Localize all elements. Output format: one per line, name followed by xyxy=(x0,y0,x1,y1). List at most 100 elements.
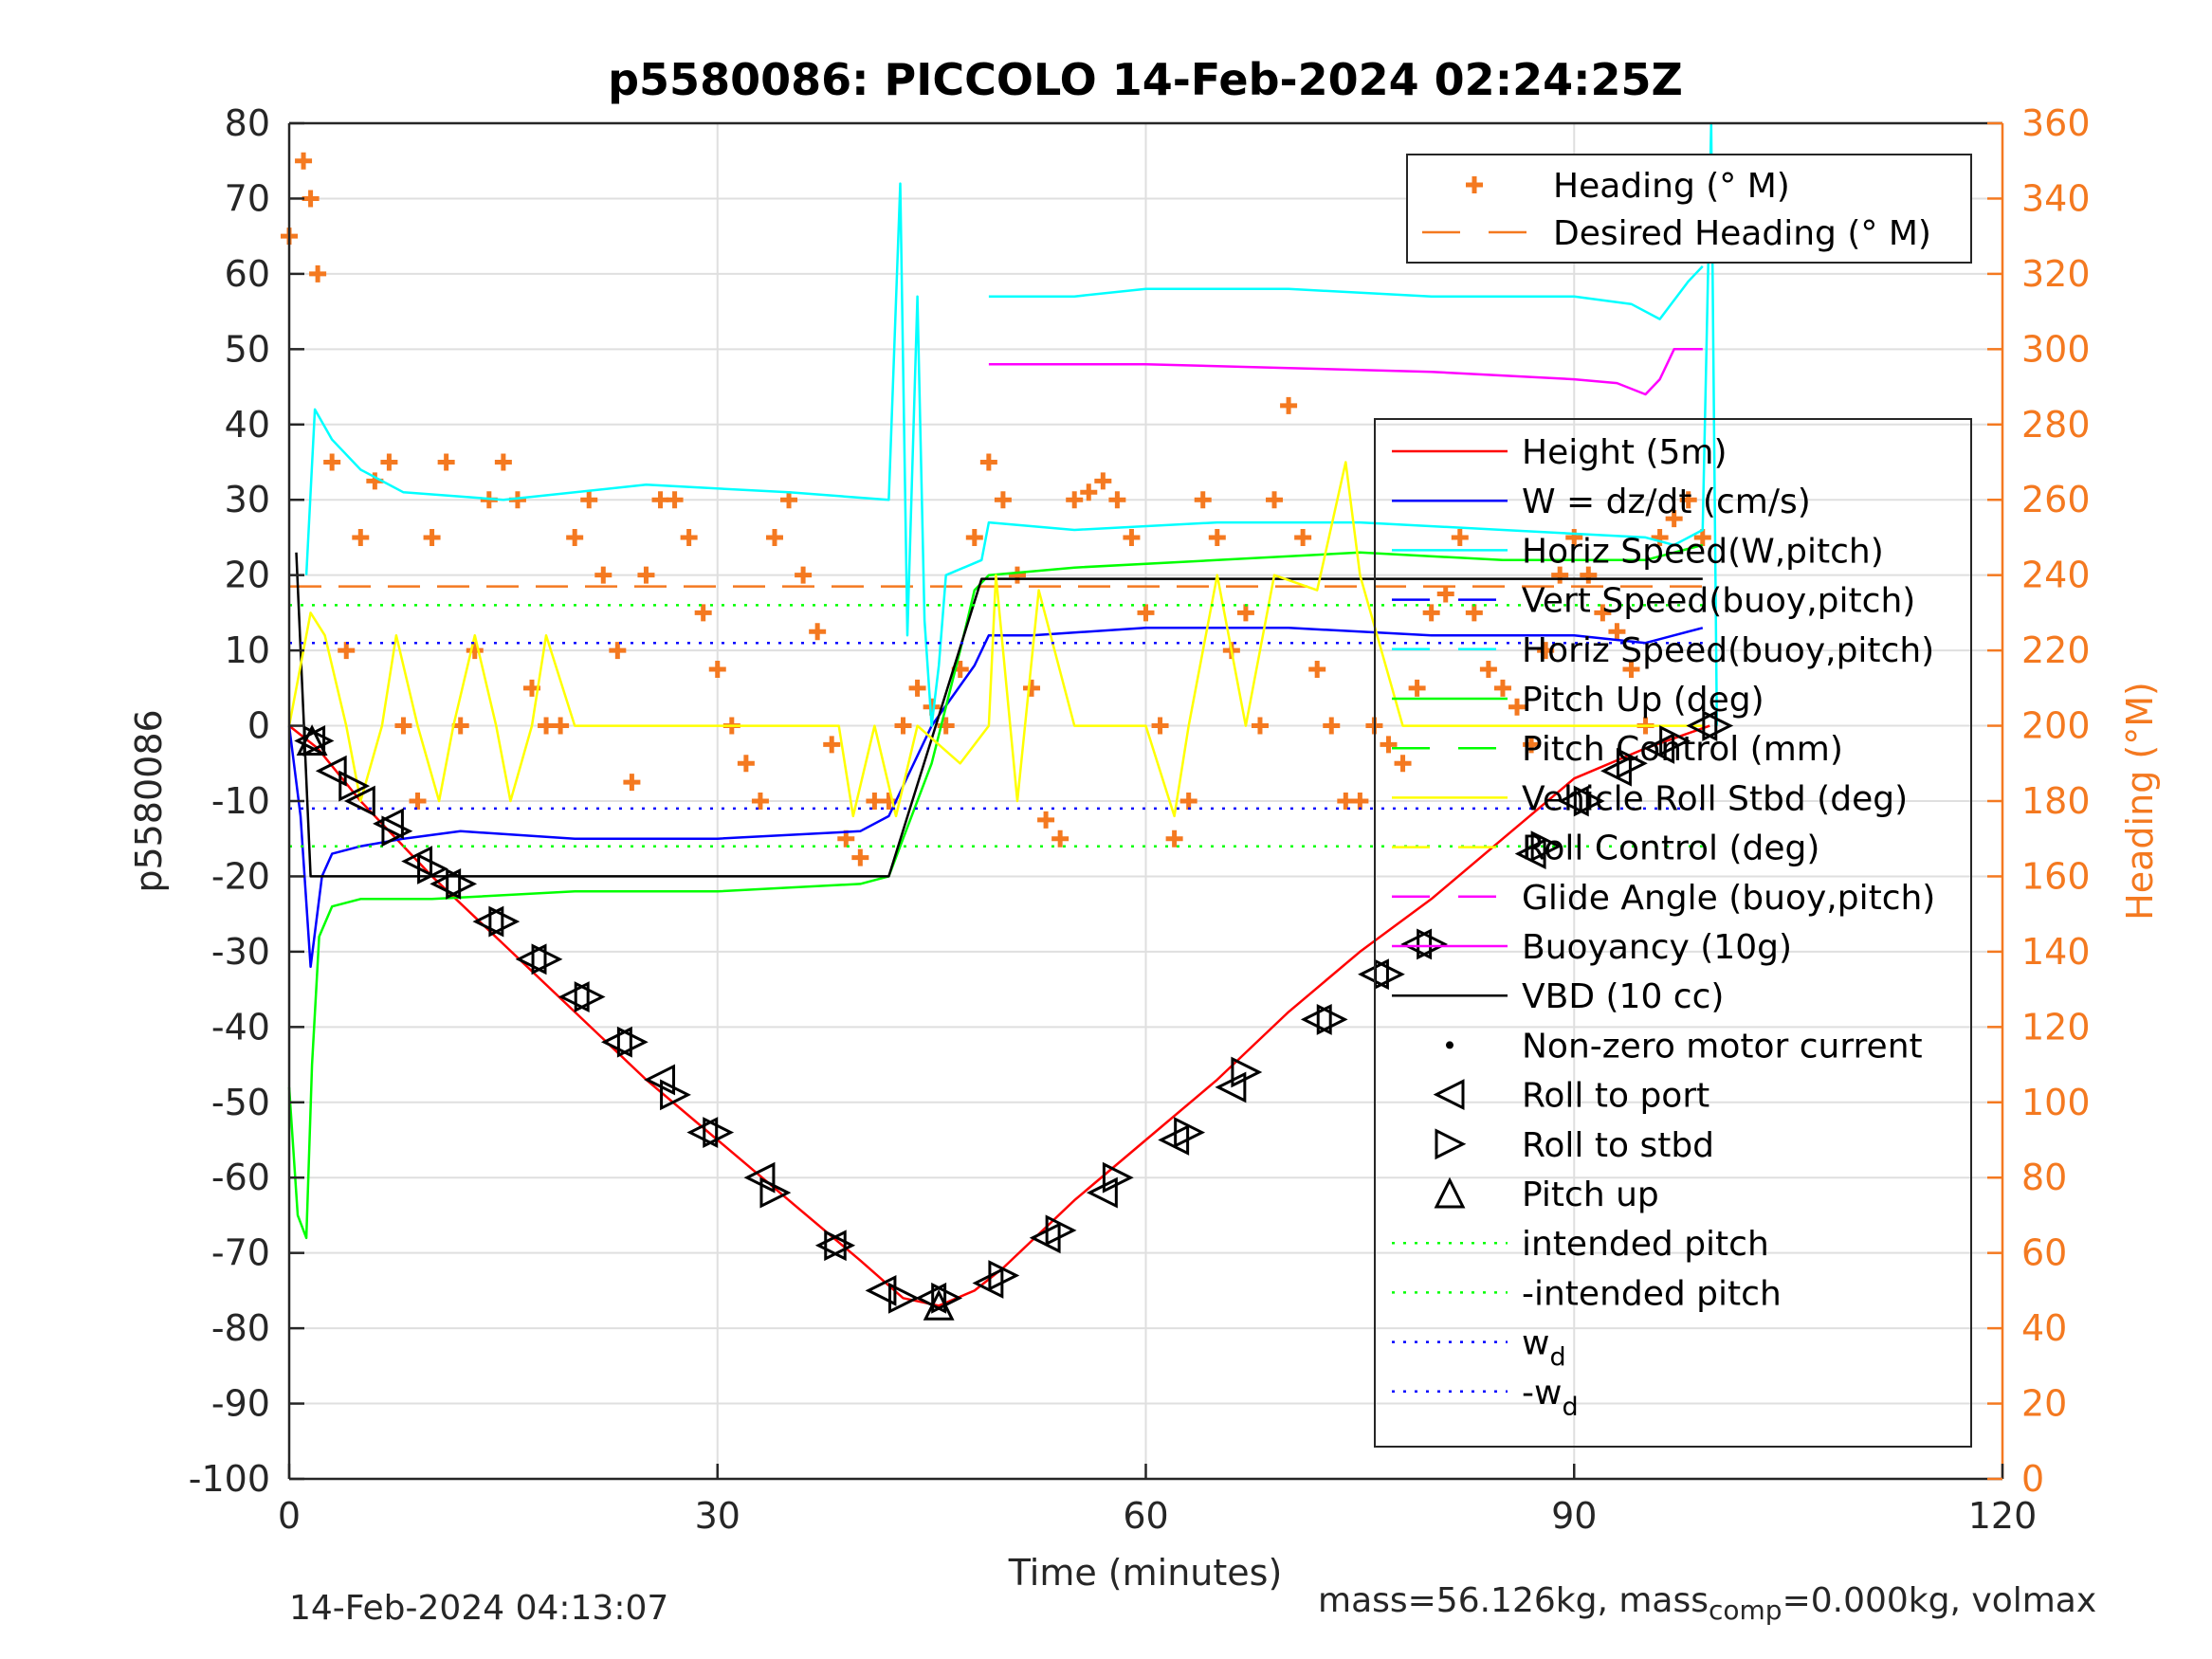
y-tick-label-left: -10 xyxy=(211,780,270,822)
x-axis-label: Time (minutes) xyxy=(1008,1552,1283,1594)
legend-main-label: Height (5m) xyxy=(1522,433,1728,472)
heading-point xyxy=(323,453,341,471)
y-tick-label-right: 260 xyxy=(2021,479,2091,520)
heading-point xyxy=(1194,491,1212,509)
y-tick-label-right: 300 xyxy=(2021,328,2091,370)
roll-to-port-marker xyxy=(814,1230,847,1262)
footer-mass: mass=56.126kg, masscomp=0.000kg, volmax xyxy=(1318,1581,2096,1626)
roll-to-stbd-marker xyxy=(446,867,478,900)
roll-to-port-marker xyxy=(343,785,375,817)
x-tick-label: 120 xyxy=(1968,1495,2038,1537)
marker-layer xyxy=(294,710,1734,1321)
y-tick-label-right: 40 xyxy=(2021,1307,2067,1349)
axes: 0 30 60 90 120-100-90-80-70-60-50-40-30-20-1… xyxy=(189,102,2091,1537)
y-tick-label-left: 80 xyxy=(225,102,270,144)
legend-main-label: Roll to stbd xyxy=(1522,1126,1714,1165)
y-tick-label-right: 140 xyxy=(2021,931,2091,973)
legend-main-label: Vehicle Roll Stbd (deg) xyxy=(1522,779,1908,818)
legend-heading-label: Desired Heading (° M) xyxy=(1553,214,1931,253)
series-pitch-up-deg xyxy=(287,543,1704,1240)
heading-point xyxy=(780,491,798,509)
y-tick-label-right: 120 xyxy=(2021,1006,2091,1048)
heading-point xyxy=(809,623,827,641)
legend-plus-icon xyxy=(1466,176,1483,193)
roll-to-stbd-marker xyxy=(1045,1214,1077,1247)
heading-point xyxy=(666,491,684,509)
heading-point xyxy=(637,566,655,584)
legend-main-label: intended pitch xyxy=(1522,1225,1769,1264)
heading-point xyxy=(338,642,356,660)
heading-point xyxy=(1337,793,1355,810)
heading-point xyxy=(1422,604,1440,622)
chart-title: p5580086: PICCOLO 14-Feb-2024 02:24:25Z xyxy=(608,54,1683,105)
y-axis-label-left: p5580086 xyxy=(128,709,170,892)
x-tick-label: 0 xyxy=(278,1495,301,1537)
heading-point xyxy=(1651,528,1669,546)
heading-point xyxy=(1665,510,1683,528)
legend-main-label: -intended pitch xyxy=(1522,1274,1782,1313)
heading-point xyxy=(309,264,327,283)
heading-point xyxy=(594,566,612,584)
legend-heading-label: Heading (° M) xyxy=(1553,167,1790,206)
roll-to-stbd-marker xyxy=(1316,1003,1348,1035)
roll-to-stbd-marker xyxy=(531,943,563,975)
heading-point xyxy=(1208,528,1226,546)
roll-to-stbd-marker xyxy=(1174,1117,1206,1148)
legend-main-label: VBD (10 cc) xyxy=(1522,977,1724,1016)
y-tick-label-left: -90 xyxy=(211,1383,270,1425)
roll-to-stbd-marker xyxy=(1702,710,1734,741)
y-tick-label-left: -70 xyxy=(211,1232,270,1274)
heading-point xyxy=(394,717,412,735)
roll-to-stbd-marker xyxy=(381,815,413,848)
series-height-5m xyxy=(288,724,1710,1307)
series-buoyancy-10g xyxy=(988,348,1703,396)
roll-to-port-marker xyxy=(373,808,404,840)
legend-triangle-icon xyxy=(1435,1128,1467,1160)
heading-point xyxy=(566,528,584,546)
roll-to-stbd-marker xyxy=(888,1282,920,1314)
roll-to-stbd-marker xyxy=(660,1079,691,1111)
heading-point xyxy=(1608,623,1626,641)
y-tick-label-left: 50 xyxy=(225,328,270,370)
footer-mass-text: mass=56.126kg, mass xyxy=(1318,1581,1709,1620)
legend-main-label: Pitch up xyxy=(1522,1176,1659,1214)
y-tick-label-left: -30 xyxy=(211,931,270,973)
y-tick-label-right: 220 xyxy=(2021,629,2091,671)
footer-timestamp: 14-Feb-2024 04:13:07 xyxy=(289,1589,669,1628)
heading-point xyxy=(466,642,484,660)
roll-to-port-markers xyxy=(294,710,1718,1314)
legend-main-label: Glide Angle (buoy,pitch) xyxy=(1522,879,1935,918)
y-tick-label-left: 70 xyxy=(225,177,270,219)
heading-point xyxy=(1280,396,1298,414)
y-tick-label-left: -50 xyxy=(211,1082,270,1123)
heading-point xyxy=(494,453,512,471)
heading-point xyxy=(1523,736,1541,754)
heading-point xyxy=(1493,679,1511,697)
x-tick-label: 60 xyxy=(1123,1495,1168,1537)
legend-triangle-icon xyxy=(1433,1079,1465,1111)
series-w-dz-dt-cm-s xyxy=(287,627,1704,969)
heading-point xyxy=(1323,717,1341,735)
heading-point xyxy=(1408,679,1426,697)
roll-to-port-marker xyxy=(315,755,347,787)
series-horiz-speed-buoy-pitch xyxy=(988,265,1704,320)
heading-point xyxy=(302,190,320,208)
roll-to-port-marker xyxy=(294,725,326,757)
heading-point xyxy=(1308,660,1326,678)
series-layer xyxy=(287,121,1719,1307)
heading-point xyxy=(1465,604,1483,622)
heading-point xyxy=(823,736,841,754)
series-vehicle-roll-stbd-deg xyxy=(287,461,1703,818)
series-vbd-10-cc xyxy=(295,552,1703,878)
y-tick-label-right: 80 xyxy=(2021,1157,2067,1198)
footer-mass-text2: =0.000kg, volmax xyxy=(1782,1581,2097,1620)
y-tick-label-right: 240 xyxy=(2021,555,2091,596)
heading-point xyxy=(1380,736,1398,754)
legend-heading: Heading (° M) Desired Heading (° M) xyxy=(1406,154,1972,264)
heading-point xyxy=(866,793,884,810)
y-tick-label-right: 180 xyxy=(2021,780,2091,822)
y-tick-label-left: -80 xyxy=(211,1307,270,1349)
heading-point xyxy=(1151,717,1169,735)
heading-point xyxy=(1123,528,1141,546)
heading-point xyxy=(1565,528,1583,546)
